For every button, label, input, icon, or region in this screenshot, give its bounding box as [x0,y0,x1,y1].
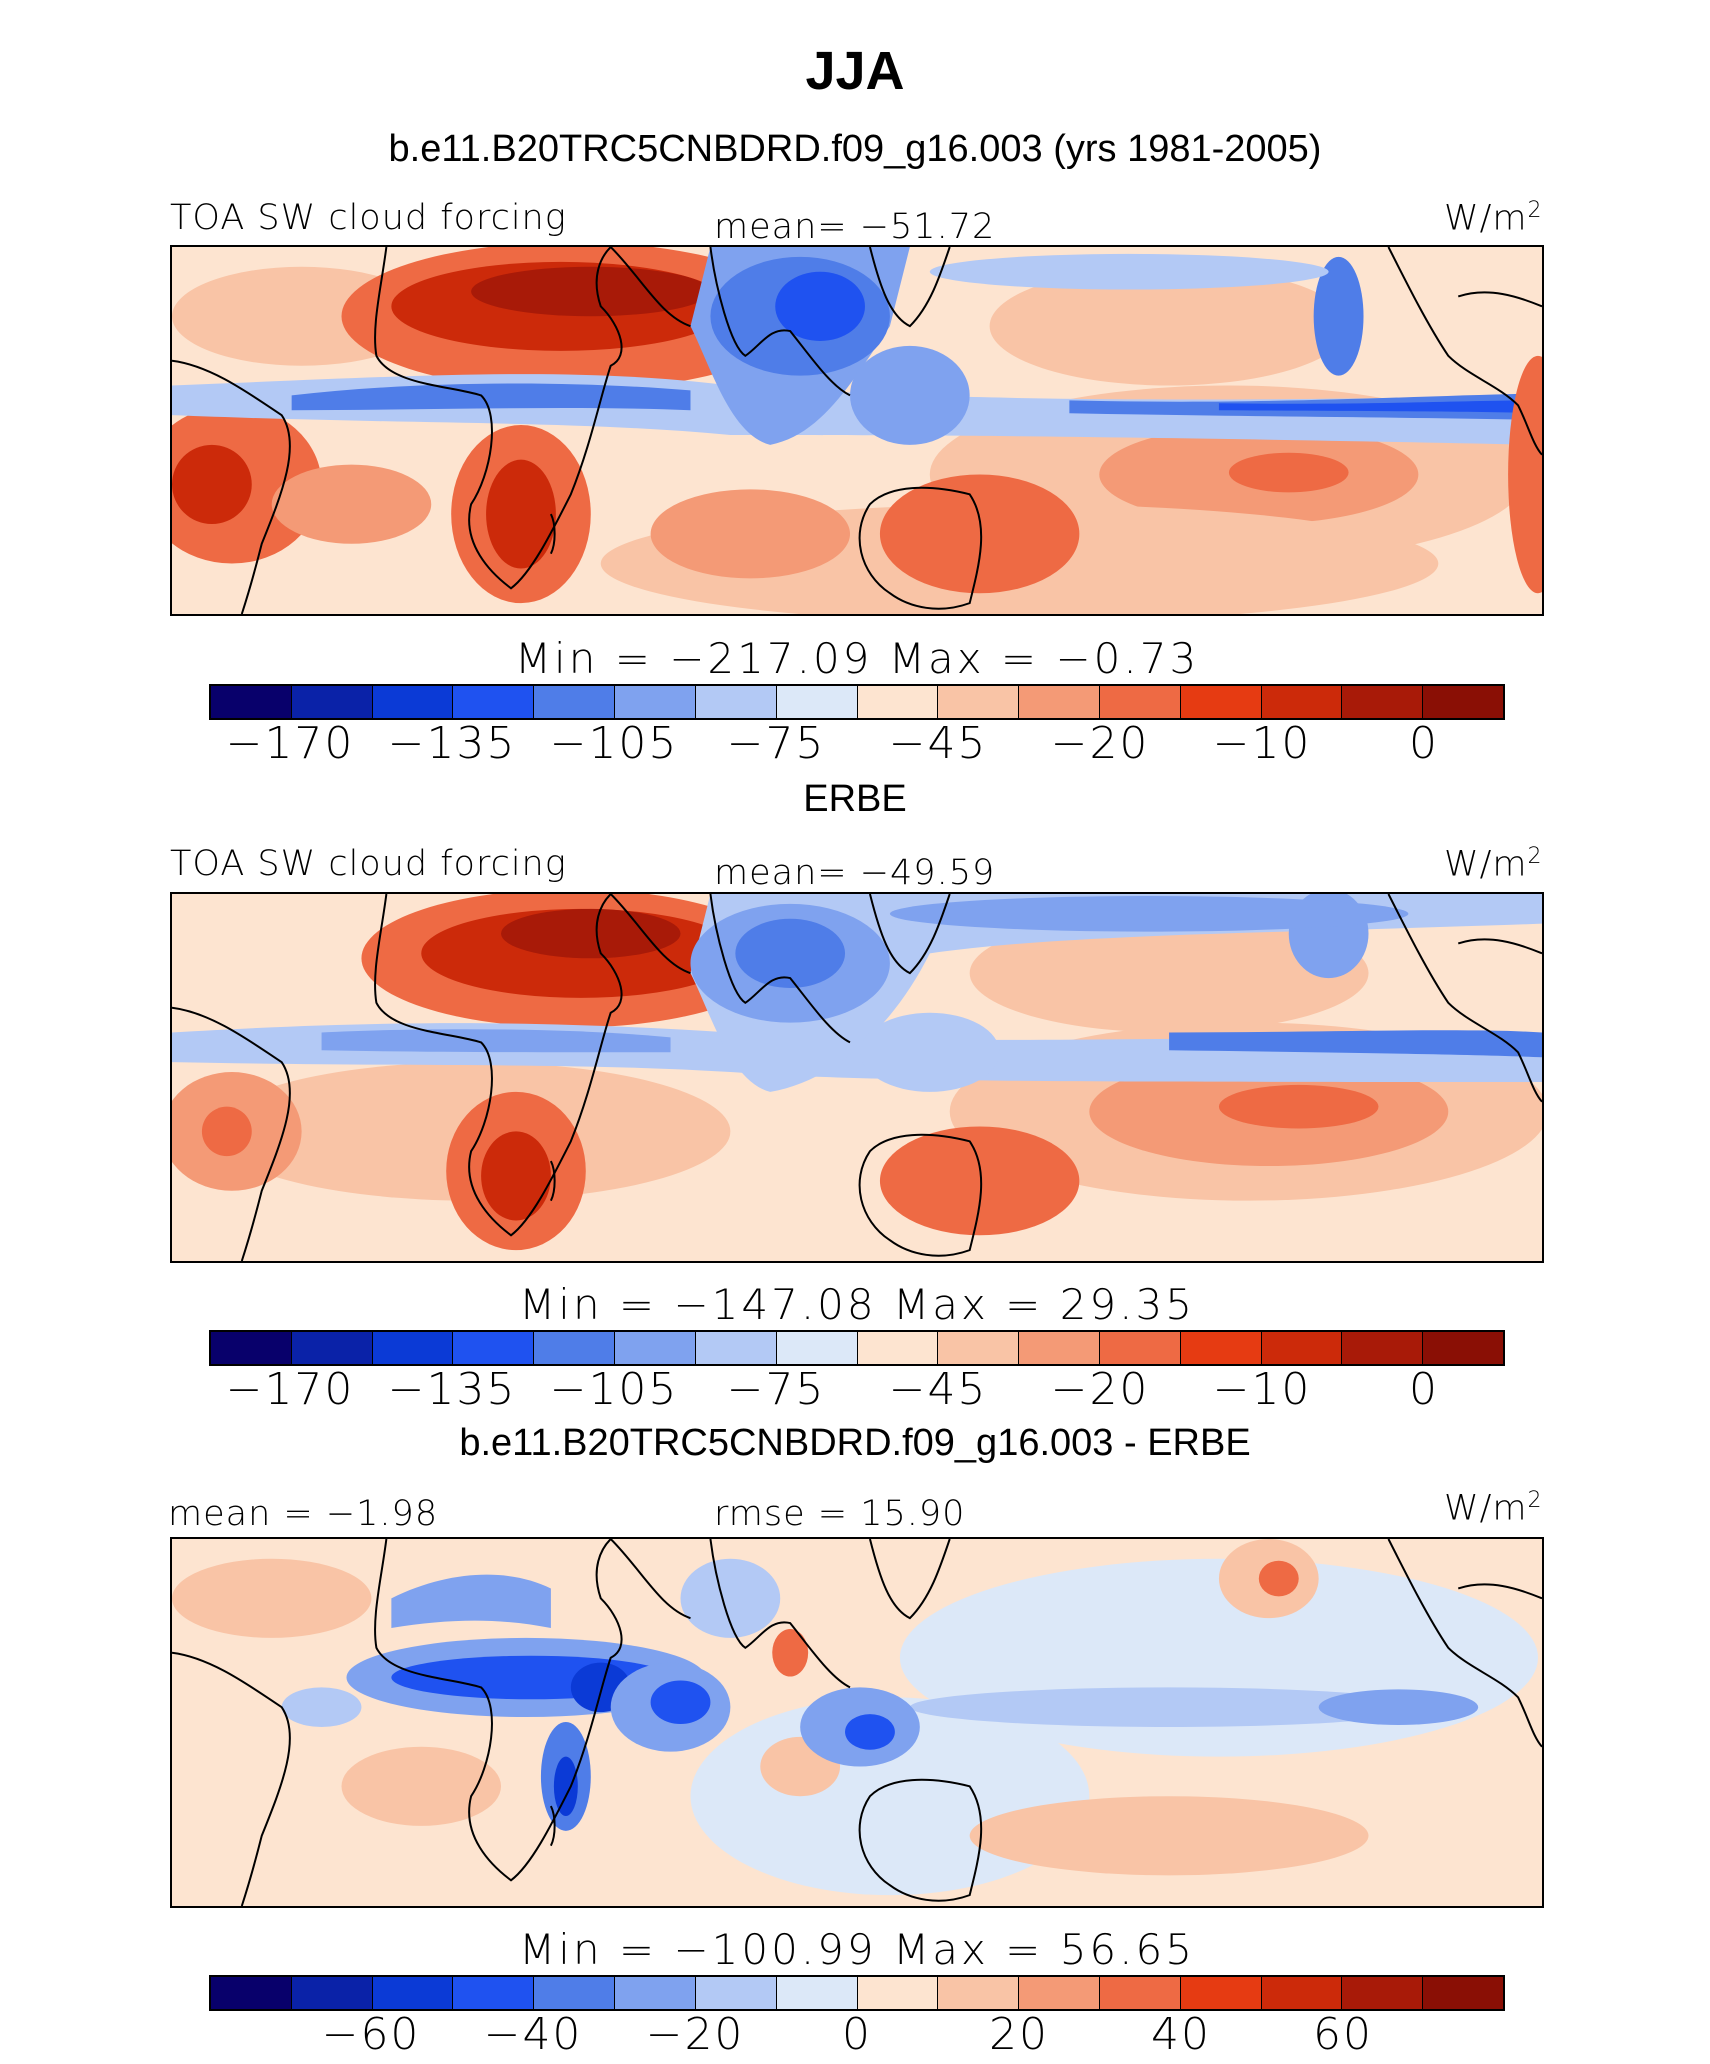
colorbar-swatch [452,1977,534,2009]
panel3-mean-label: mean = −1.98 [168,1494,439,1534]
colorbar-swatch [1098,1977,1180,2009]
colorbar-tick-label: 60 [1313,2009,1373,2060]
colorbar-swatch [614,686,695,718]
colorbar-tick-label: −75 [726,1364,826,1415]
panel3-colorbar-ticks: −60 −40 −20 0 20 40 60 [209,2009,1505,2060]
colorbar-swatch [1260,686,1342,718]
colorbar-tick-label: 0 [1409,718,1439,769]
panel1-map-svg [172,247,1542,614]
colorbar-tick-label: −10 [1212,718,1312,769]
colorbar-tick-label: −10 [1212,1364,1312,1415]
colorbar-tick-label: −105 [549,718,679,769]
colorbar-tick-label: −105 [549,1364,679,1415]
colorbar-swatch [614,1332,695,1364]
panel2-colorbar [209,1330,1505,1366]
panel3-subtitle: b.e11.B20TRC5CNBDRD.f09_g16.003 - ERBE [459,1422,1251,1464]
colorbar-swatch [775,1977,857,2009]
colorbar-swatch [775,686,857,718]
colorbar-tick-label: −170 [225,1364,355,1415]
colorbar-swatch [211,1977,291,2009]
colorbar-swatch [1098,686,1180,718]
colorbar-tick-label: 0 [842,2009,872,2060]
colorbar-swatch [1179,1332,1261,1364]
colorbar-swatch [1179,1977,1261,2009]
panel1-mean-label: mean= −51.72 [714,207,996,247]
colorbar-swatch [211,686,291,718]
colorbar-swatch [452,686,534,718]
panel3-rmse-label: rmse = 15.90 [714,1494,966,1534]
colorbar-swatch [1098,1332,1180,1364]
colorbar-tick-label: −20 [1050,1364,1150,1415]
figure-title: JJA [805,41,905,101]
colorbar-tick-label: 20 [989,2009,1049,2060]
panel1-units-label: W/m2 [1444,198,1543,239]
colorbar-swatch [533,1977,615,2009]
panel2-map-svg [172,894,1542,1261]
colorbar-swatch [1018,1977,1099,2009]
panel2-subtitle: ERBE [803,778,907,820]
panel3-units-label: W/m2 [1444,1488,1543,1529]
colorbar-swatch [856,1332,938,1364]
panel2-colorbar-ticks: −170 −135 −105 −75 −45 −20 −10 0 [209,1364,1505,1415]
panel2-map [170,892,1544,1263]
colorbar-tick-label: 40 [1151,2009,1211,2060]
colorbar-swatch [694,686,776,718]
colorbar-swatch [1341,1332,1423,1364]
panel2-units-label: W/m2 [1444,844,1543,885]
colorbar-swatch [371,1977,453,2009]
colorbar-tick-label: −135 [387,718,517,769]
panel3-colorbar [209,1975,1505,2011]
colorbar-swatch [1179,686,1261,718]
colorbar-swatch [371,1332,453,1364]
colorbar-swatch [1341,1977,1423,2009]
colorbar-swatch [937,686,1019,718]
colorbar-swatch [533,1332,615,1364]
colorbar-swatch [937,1332,1019,1364]
colorbar-swatch [694,1977,776,2009]
colorbar-swatch [1260,1332,1342,1364]
colorbar-swatch [1422,1332,1503,1364]
colorbar-swatch [1260,1977,1342,2009]
colorbar-swatch [290,1332,372,1364]
panel1-map [170,245,1544,616]
panel2-minmax: Min = −147.08 Max = 29.35 [519,1280,1195,1329]
colorbar-swatch [1018,1332,1099,1364]
colorbar-tick-label: −45 [888,718,988,769]
colorbar-swatch [694,1332,776,1364]
panel1-colorbar [209,684,1505,720]
colorbar-tick-label: −20 [645,2009,745,2060]
colorbar-swatch [290,686,372,718]
colorbar-swatch [533,686,615,718]
colorbar-swatch [452,1332,534,1364]
colorbar-tick-label: 0 [1409,1364,1439,1415]
colorbar-tick-label: −60 [321,2009,421,2060]
colorbar-tick-label: −45 [888,1364,988,1415]
colorbar-tick-label: −20 [1050,718,1150,769]
panel3-minmax: Min = −100.99 Max = 56.65 [519,1925,1195,1974]
colorbar-swatch [290,1977,372,2009]
panel2-mean-label: mean= −49.59 [714,853,996,893]
colorbar-swatch [211,1332,291,1364]
colorbar-tick-label: −170 [225,718,355,769]
colorbar-swatch [1341,686,1423,718]
panel3-map-svg [172,1539,1542,1906]
panel2-field-label: TOA SW cloud forcing [170,844,567,884]
colorbar-swatch [937,1977,1019,2009]
colorbar-tick-label: −40 [483,2009,583,2060]
colorbar-swatch [775,1332,857,1364]
panel1-subtitle: b.e11.B20TRC5CNBDRD.f09_g16.003 (yrs 198… [388,128,1322,170]
colorbar-swatch [856,1977,938,2009]
panel1-colorbar-ticks: −170 −135 −105 −75 −45 −20 −10 0 [209,718,1505,769]
colorbar-swatch [856,686,938,718]
colorbar-swatch [371,686,453,718]
panel1-minmax: Min = −217.09 Max = −0.73 [514,634,1200,683]
colorbar-tick-label: −75 [726,718,826,769]
colorbar-tick-label: −135 [387,1364,517,1415]
colorbar-swatch [1018,686,1099,718]
panel3-map [170,1537,1544,1908]
panel1-field-label: TOA SW cloud forcing [170,198,567,238]
colorbar-swatch [614,1977,695,2009]
colorbar-swatch [1422,1977,1503,2009]
colorbar-swatch [1422,686,1503,718]
